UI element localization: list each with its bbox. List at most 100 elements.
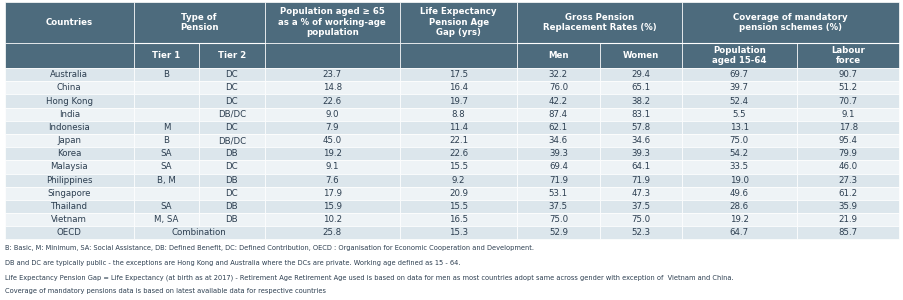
Bar — [5, 108, 134, 121]
Text: SA: SA — [161, 162, 172, 171]
Bar — [5, 121, 134, 134]
Text: 65.1: 65.1 — [630, 83, 649, 92]
Bar — [399, 94, 517, 108]
Text: 70.7: 70.7 — [838, 97, 857, 106]
Text: 19.7: 19.7 — [449, 97, 468, 106]
Bar — [199, 81, 265, 94]
Text: 47.3: 47.3 — [630, 189, 649, 198]
Bar — [199, 68, 265, 81]
Text: DB/DC: DB/DC — [218, 136, 246, 145]
Text: 34.6: 34.6 — [548, 136, 567, 145]
Text: 22.6: 22.6 — [449, 149, 468, 158]
Text: 75.0: 75.0 — [548, 215, 567, 224]
Bar — [399, 147, 517, 160]
Text: 38.2: 38.2 — [630, 97, 649, 106]
Text: Life Expectancy Pension Gap = Life Expectancy (at birth as at 2017) - Retirement: Life Expectancy Pension Gap = Life Expec… — [5, 274, 732, 280]
Bar — [134, 108, 199, 121]
Text: 37.5: 37.5 — [630, 202, 649, 211]
Text: 27.3: 27.3 — [838, 176, 857, 184]
Text: 8.8: 8.8 — [452, 110, 465, 119]
Text: 25.8: 25.8 — [322, 228, 341, 237]
Text: 52.9: 52.9 — [548, 228, 567, 237]
Bar — [517, 200, 599, 213]
Text: 32.2: 32.2 — [548, 70, 567, 79]
Text: China: China — [57, 83, 81, 92]
Bar — [265, 226, 399, 239]
Bar — [5, 68, 134, 81]
Bar — [796, 68, 898, 81]
Bar — [5, 43, 134, 68]
Text: 49.6: 49.6 — [729, 189, 748, 198]
Bar — [517, 2, 681, 43]
Bar — [134, 200, 199, 213]
Text: 19.2: 19.2 — [729, 215, 748, 224]
Text: Type of
Pension: Type of Pension — [180, 13, 219, 32]
Text: DB: DB — [226, 176, 237, 184]
Text: Coverage of mandatory pensions data is based on latest available data for respec: Coverage of mandatory pensions data is b… — [5, 289, 325, 295]
Bar — [5, 160, 134, 173]
Bar — [5, 134, 134, 147]
Text: 62.1: 62.1 — [548, 123, 567, 132]
Bar — [134, 121, 199, 134]
Text: Japan: Japan — [57, 136, 81, 145]
Text: 52.4: 52.4 — [729, 97, 748, 106]
Bar — [265, 147, 399, 160]
Bar — [199, 94, 265, 108]
Bar — [796, 147, 898, 160]
Bar — [681, 134, 796, 147]
Text: Vietnam: Vietnam — [51, 215, 87, 224]
Text: 5.5: 5.5 — [731, 110, 745, 119]
Bar — [134, 173, 199, 187]
Bar — [399, 160, 517, 173]
Bar — [599, 43, 681, 68]
Text: 17.9: 17.9 — [322, 189, 341, 198]
Text: 15.9: 15.9 — [322, 202, 341, 211]
Text: 16.5: 16.5 — [449, 215, 468, 224]
Text: Tier 1: Tier 1 — [153, 51, 181, 60]
Text: 85.7: 85.7 — [838, 228, 857, 237]
Bar — [399, 134, 517, 147]
Text: B, M: B, M — [157, 176, 176, 184]
Bar — [681, 160, 796, 173]
Text: SA: SA — [161, 149, 172, 158]
Text: Thailand: Thailand — [51, 202, 88, 211]
Text: 54.2: 54.2 — [729, 149, 748, 158]
Bar — [399, 173, 517, 187]
Text: Combination: Combination — [172, 228, 227, 237]
Bar — [134, 2, 265, 43]
Bar — [796, 226, 898, 239]
Bar — [681, 94, 796, 108]
Bar — [134, 134, 199, 147]
Bar — [599, 68, 681, 81]
Text: 51.2: 51.2 — [838, 83, 857, 92]
Bar — [681, 173, 796, 187]
Text: Labour
force: Labour force — [830, 46, 864, 65]
Bar — [5, 200, 134, 213]
Bar — [399, 226, 517, 239]
Bar — [5, 173, 134, 187]
Bar — [599, 134, 681, 147]
Text: 19.2: 19.2 — [322, 149, 341, 158]
Text: Gross Pension
Replacement Rates (%): Gross Pension Replacement Rates (%) — [542, 13, 656, 32]
Text: M: M — [163, 123, 170, 132]
Text: Korea: Korea — [57, 149, 81, 158]
Text: 37.5: 37.5 — [548, 202, 567, 211]
Text: 9.0: 9.0 — [325, 110, 339, 119]
Text: 95.4: 95.4 — [838, 136, 857, 145]
Text: Coverage of mandatory
pension schemes (%): Coverage of mandatory pension schemes (%… — [732, 13, 847, 32]
Bar — [599, 200, 681, 213]
Bar — [5, 94, 134, 108]
Text: Philippines: Philippines — [46, 176, 92, 184]
Bar — [517, 134, 599, 147]
Text: 39.7: 39.7 — [729, 83, 748, 92]
Bar — [265, 81, 399, 94]
Text: 46.0: 46.0 — [838, 162, 857, 171]
Bar — [265, 43, 399, 68]
Text: DB: DB — [226, 149, 237, 158]
Bar — [517, 108, 599, 121]
Bar — [517, 121, 599, 134]
Text: Women: Women — [622, 51, 658, 60]
Bar — [199, 147, 265, 160]
Text: 16.4: 16.4 — [449, 83, 468, 92]
Text: B: B — [163, 70, 170, 79]
